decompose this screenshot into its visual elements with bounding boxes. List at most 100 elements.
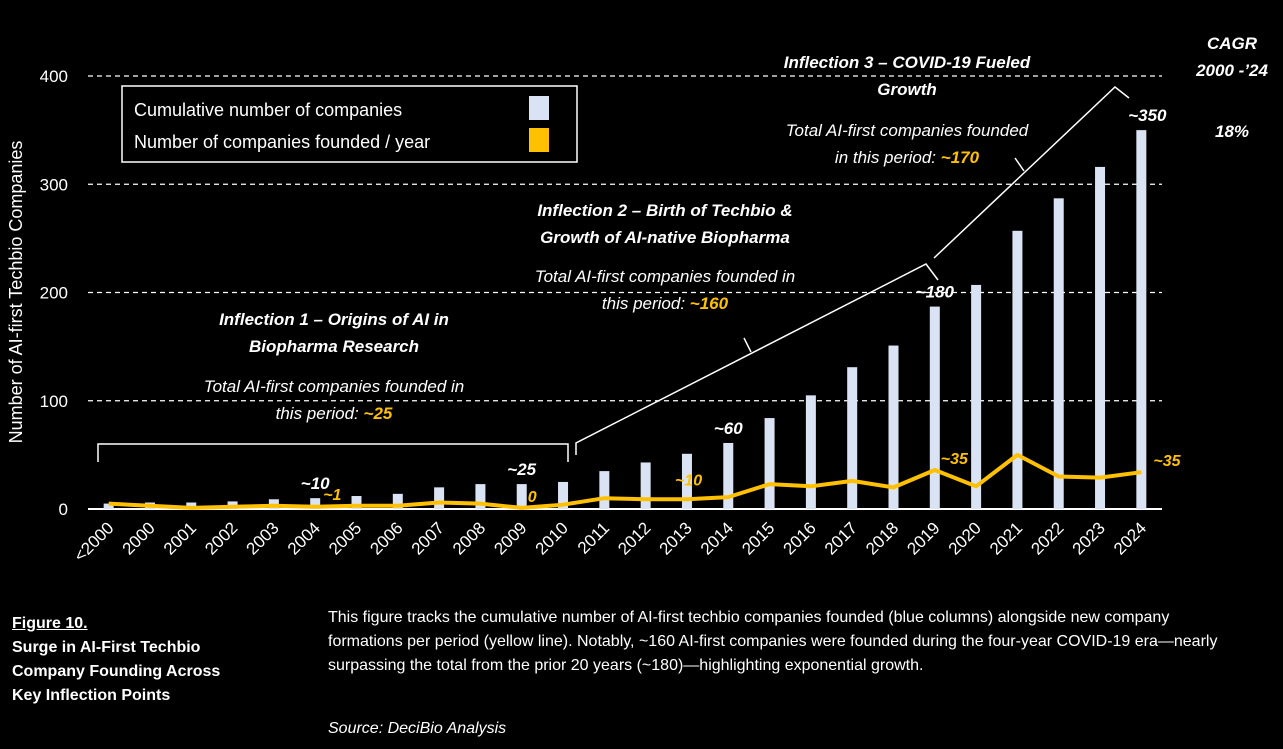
inflection-1-total-value: ~25 (364, 404, 393, 423)
inflection-1-title: Biopharma Research (249, 337, 419, 356)
x-tick-label: 2023 (1069, 518, 1109, 558)
annotations: Inflection 1 – Origins of AI in Biopharma… (97, 34, 1268, 462)
cagr-label: CAGR (1207, 34, 1258, 53)
inflection-2-title: Growth of AI-native Biopharma (540, 228, 790, 247)
legend-swatch-founded (529, 128, 549, 152)
x-tick-label: 2024 (1110, 518, 1150, 558)
bar (888, 345, 899, 509)
figure-number: Figure 10. (12, 615, 88, 632)
legend: Cumulative number of companies Number of … (121, 85, 578, 163)
bar (392, 493, 403, 509)
bar (310, 498, 321, 509)
inflection-3-tick (1014, 157, 1025, 172)
x-tick-label: 2003 (243, 518, 283, 558)
bar (971, 284, 982, 509)
cagr-period: 2000 -’24 (1195, 61, 1268, 80)
bar (681, 453, 692, 509)
bar (805, 395, 816, 509)
x-tick-label: 2002 (201, 518, 241, 558)
x-tick-label: 2001 (160, 518, 200, 558)
inflection-1-title: Inflection 1 – Origins of AI in (219, 310, 449, 329)
bar (434, 487, 445, 509)
x-tick-label: <2000 (70, 518, 117, 565)
x-tick-label: 2018 (862, 518, 902, 558)
x-tick-label: 2000 (119, 518, 159, 558)
founded-line (108, 452, 1142, 510)
y-tick-label: 300 (40, 175, 68, 194)
bar (186, 502, 197, 509)
x-tick-label: 2009 (490, 518, 530, 558)
y-tick-label: 200 (40, 284, 68, 303)
x-tick-label: 2017 (821, 518, 861, 558)
bar (558, 481, 569, 509)
x-tick-label: 2014 (697, 518, 737, 558)
bar-value-label: ~60 (714, 419, 743, 438)
inflection-3-title: Inflection 3 – COVID-19 Fueled (784, 53, 1031, 72)
bar (599, 471, 610, 509)
inflection-2-total-text: Total AI-first companies founded in (535, 267, 796, 286)
bar-value-label: ~10 (301, 474, 330, 493)
inflection-2-tick (743, 337, 752, 353)
x-tick-label: 2013 (656, 518, 696, 558)
bar (764, 418, 775, 509)
bar (1053, 198, 1064, 509)
inflection-3-total-text: Total AI-first companies founded (786, 121, 1029, 140)
x-tick-label: 2022 (1027, 518, 1067, 558)
bar (847, 367, 858, 509)
legend-swatch-cumulative (529, 96, 549, 120)
x-tick-label: 2012 (614, 518, 654, 558)
founded-line-path (108, 452, 1142, 510)
x-tick-label: 2006 (366, 518, 406, 558)
y-axis-label: Number of AI-first Techbio Companies (6, 141, 26, 444)
x-tick-label: 2005 (325, 518, 365, 558)
x-tick-label: 2021 (986, 518, 1026, 558)
bar-value-label: ~25 (507, 460, 536, 479)
y-tick-labels: 0 100 200 300 400 (40, 67, 68, 519)
legend-box (121, 85, 578, 163)
x-tick-label: 2004 (284, 518, 324, 558)
line-value-label: 0 (528, 489, 537, 506)
bar (1095, 166, 1106, 509)
data-labels: ~10~25~60~180~350~1 0~10~35 ~35 (301, 106, 1182, 506)
bar (1136, 130, 1147, 509)
x-tick-label: 2016 (780, 518, 820, 558)
legend-label-founded: Number of companies founded / year (134, 132, 430, 152)
inflection-1-total-line: this period: ~25 (276, 404, 393, 423)
line-value-label: ~35 (1153, 453, 1181, 470)
cagr-value: 18% (1215, 122, 1249, 141)
y-tick-label: 100 (40, 392, 68, 411)
bar (723, 442, 734, 509)
inflection-3-title: Growth (877, 80, 937, 99)
y-tick-label: 400 (40, 67, 68, 86)
x-tick-label: 2007 (408, 518, 448, 558)
x-tick-label: 2019 (903, 518, 943, 558)
inflection-2-bracket (575, 263, 939, 455)
figure-source: Source: DeciBio Analysis (328, 720, 507, 737)
x-tick-label: 2008 (449, 518, 489, 558)
x-tick-label: 2015 (738, 518, 778, 558)
figure-title: Figure 10. Surge in AI-First Techbio Com… (12, 612, 242, 708)
x-tick-labels: <2000 2000 2001 2002 2003 2004 2005 2006 2007 200… (70, 518, 1150, 565)
y-tick-label: 0 (59, 500, 68, 519)
bar-value-label: ~180 (916, 283, 955, 302)
grid-lines (88, 75, 1162, 510)
bar (1012, 230, 1023, 510)
line-value-label: ~10 (675, 472, 702, 489)
bar (103, 503, 114, 509)
x-tick-label: 2020 (945, 518, 985, 558)
line-value-label: ~35 (941, 451, 969, 468)
inflection-2-total-value: ~160 (690, 294, 729, 313)
figure-caption: This figure tracks the cumulative number… (328, 609, 1218, 674)
bar (475, 484, 486, 509)
inflection-3-bracket (933, 86, 1130, 259)
figure-heading: Surge in AI-First Techbio Company Foundi… (12, 639, 221, 704)
bar-value-label: ~350 (1128, 106, 1167, 125)
line-value-label: ~1 (323, 487, 341, 504)
inflection-1-total-text: Total AI-first companies founded in (204, 377, 465, 396)
x-tick-label: 2011 (574, 518, 613, 557)
inflection-2-title: Inflection 2 – Birth of Techbio & (537, 201, 792, 220)
bar (640, 462, 651, 509)
bar (516, 484, 527, 509)
x-tick-label: 2010 (532, 518, 572, 558)
